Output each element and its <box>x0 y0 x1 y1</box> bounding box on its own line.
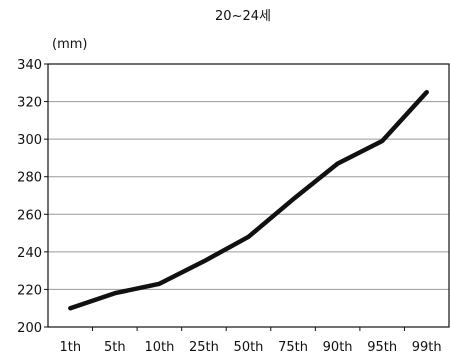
data-point <box>336 162 340 166</box>
x-tick-label: 5th <box>104 340 126 355</box>
data-point <box>202 259 206 263</box>
series-line <box>68 89 429 311</box>
data-point <box>157 282 161 286</box>
x-tick-label: 75th <box>278 340 308 355</box>
x-tick-label: 1th <box>59 340 81 355</box>
y-tick-label: 260 <box>17 208 42 223</box>
y-tick-label: 320 <box>17 96 42 111</box>
data-point <box>291 197 295 201</box>
data-point <box>380 139 384 143</box>
gridlines <box>48 101 449 290</box>
x-tick-label: 10th <box>144 340 174 355</box>
x-tick-label: 25th <box>189 340 219 355</box>
y-tick-label: 220 <box>17 283 42 298</box>
x-tick-label: 50th <box>234 340 264 355</box>
x-tick-label: 99th <box>412 340 442 355</box>
x-tick-label: 90th <box>323 340 353 355</box>
data-point <box>247 235 250 239</box>
y-axis-unit-label: (mm) <box>52 37 87 52</box>
data-point <box>425 90 429 94</box>
x-tick-label: 95th <box>367 340 397 355</box>
series-group <box>68 89 429 311</box>
data-point <box>68 306 72 310</box>
y-tick-label: 300 <box>17 133 42 148</box>
plot-frame <box>47 63 450 328</box>
chart-title: 20~24세 <box>215 9 271 24</box>
y-tick-label: 240 <box>17 246 42 261</box>
y-tick-label: 340 <box>17 58 42 73</box>
y-tick-label: 280 <box>17 171 42 186</box>
x-axis-ticks: 1th 5th 10th 25th 50th 75th 90th 95th 99th <box>59 327 442 355</box>
y-axis-ticks: 200 220 240 260 280 300 320 340 <box>17 58 48 336</box>
y-tick-label: 200 <box>17 321 42 336</box>
data-point <box>113 291 117 295</box>
